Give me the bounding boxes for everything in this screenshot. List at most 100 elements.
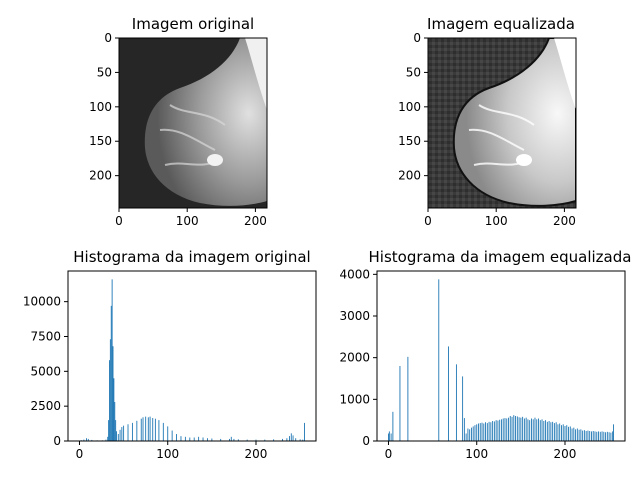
histogram-bar (390, 433, 392, 441)
y-tick-label: 0 (362, 434, 370, 448)
histogram-bar (388, 433, 389, 441)
histogram-bar (121, 427, 123, 441)
y-tick-label: 2500 (30, 399, 61, 413)
histogram-bar (233, 438, 235, 441)
histogram-bar (180, 436, 182, 441)
histogram-bar (474, 425, 476, 441)
histogram-bar (282, 438, 283, 441)
histogram-bar (295, 438, 297, 441)
equalized-image-title: Imagem equalizada (427, 15, 575, 33)
x-tick-label: 200 (245, 447, 268, 461)
histogram-bar (562, 424, 564, 441)
histogram-bar (568, 426, 569, 441)
y-tick-label: 7500 (30, 329, 61, 343)
histogram-bar (613, 424, 614, 441)
x-tick-label: 200 (554, 447, 577, 461)
histogram-bar (490, 422, 492, 441)
histogram-bar (131, 422, 133, 441)
histogram-bar (237, 439, 239, 441)
histogram-bar (127, 424, 129, 441)
histogram-bar (541, 419, 543, 441)
histogram-bar (448, 346, 449, 441)
histogram-bar (304, 422, 305, 441)
histogram-bar (559, 423, 561, 441)
y-tick-label: 50 (406, 65, 421, 79)
histogram-bar (465, 433, 467, 441)
x-tick-label: 0 (76, 447, 84, 461)
x-tick-label: 200 (244, 214, 267, 228)
histogram-bar (525, 417, 527, 441)
histogram-bar (264, 439, 266, 441)
histogram-bar (273, 439, 275, 441)
histogram-bar (112, 346, 114, 441)
original-image-title: Imagem original (132, 15, 254, 33)
histogram-bar (573, 427, 575, 441)
histogram-bar (142, 417, 144, 441)
original-histogram-title: Histograma da imagem original (73, 248, 310, 266)
y-tick-label: 2000 (339, 351, 370, 365)
histogram-bar (470, 427, 472, 441)
histogram-bar (154, 418, 156, 441)
histogram-bar (552, 421, 554, 441)
histogram-bar (532, 419, 534, 441)
histogram-bar (529, 420, 531, 441)
histogram-bar (575, 429, 577, 441)
histogram-bar (564, 426, 566, 441)
histogram-bar (591, 431, 592, 441)
histogram-bar (520, 417, 522, 441)
equalized-mammogram-image (428, 38, 576, 208)
histogram-bar (538, 418, 539, 441)
histogram-bar (557, 424, 559, 441)
histogram-bar (152, 418, 154, 441)
histogram-bar (193, 437, 195, 441)
histogram-bar (603, 431, 605, 441)
histogram-bar (608, 432, 610, 441)
histogram-bar (91, 439, 93, 441)
histogram-bar (492, 421, 494, 441)
histogram-bar (536, 419, 538, 441)
histogram-bar (116, 431, 117, 441)
histogram-bar (545, 420, 547, 441)
equalized-histogram-bars (388, 279, 614, 441)
histogram-bar (585, 431, 587, 441)
histogram-bar (612, 431, 614, 441)
histogram-bar (108, 420, 110, 441)
histogram-bar (488, 421, 490, 441)
histogram-bar (206, 438, 208, 441)
histogram-bar (149, 416, 151, 441)
histogram-bar (171, 430, 173, 441)
x-tick-label: 200 (553, 214, 576, 228)
y-tick-label: 200 (89, 169, 112, 183)
histogram-bar (388, 431, 390, 441)
histogram-bar (469, 429, 471, 441)
y-tick-label: 10000 (23, 295, 61, 309)
original-histogram-axes: Histograma da imagem original 0 100 200 0 25… (23, 248, 317, 461)
histogram-bar (553, 423, 555, 441)
histogram-bar (539, 420, 541, 441)
histogram-bar (109, 339, 111, 441)
histogram-bar (513, 415, 515, 441)
histogram-bar (286, 438, 288, 441)
histogram-bar (211, 438, 213, 441)
histogram-bar (546, 421, 548, 441)
histogram-bar (569, 426, 571, 441)
histogram-bar (599, 431, 601, 441)
y-tick-label: 50 (97, 65, 112, 79)
histogram-bar (167, 426, 169, 441)
histogram-bar (176, 434, 178, 441)
histogram-bar (571, 428, 573, 441)
y-tick-label: 150 (398, 134, 421, 148)
histogram-bar (478, 423, 479, 441)
histogram-bar (534, 417, 536, 441)
histogram-bar (598, 431, 599, 441)
histogram-bar (292, 435, 294, 441)
histogram-bar (467, 428, 469, 441)
histogram-bar (486, 423, 488, 441)
histogram-bar (162, 422, 164, 441)
histogram-bar (87, 438, 89, 441)
histogram-bar (582, 430, 584, 441)
histogram-bar (455, 364, 457, 441)
histogram-bar (589, 431, 591, 441)
histogram-bar (566, 425, 568, 441)
